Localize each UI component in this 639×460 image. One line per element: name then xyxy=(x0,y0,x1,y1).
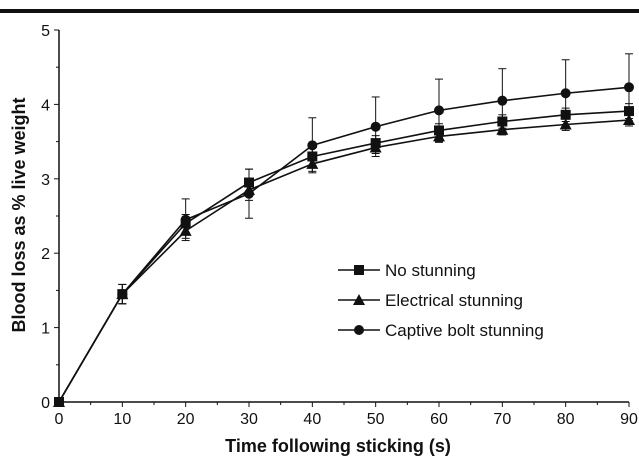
x-tick-label: 80 xyxy=(557,411,575,428)
data-point xyxy=(244,188,254,199)
y-tick-label: 1 xyxy=(41,321,50,338)
series-layer xyxy=(53,53,635,407)
data-point xyxy=(497,95,508,106)
y-axis-title: Blood loss as % live weight xyxy=(9,97,29,332)
legend-marker xyxy=(354,325,364,335)
y-tick-label: 2 xyxy=(41,246,50,263)
legend-label: No stunning xyxy=(385,261,476,280)
data-point xyxy=(370,121,381,132)
x-tick-label: 20 xyxy=(177,411,195,428)
series-line xyxy=(58,110,630,403)
series-square xyxy=(54,103,634,407)
legend-label: Electrical stunning xyxy=(385,291,523,310)
x-tick-label: 90 xyxy=(620,411,638,428)
data-point xyxy=(434,105,444,116)
series-triangle xyxy=(53,113,635,407)
legend-label: Captive bolt stunning xyxy=(385,321,544,340)
legend-item: No stunning xyxy=(338,261,476,280)
series-line xyxy=(58,119,630,403)
y-tick-label: 3 xyxy=(41,172,50,189)
data-point xyxy=(54,397,64,407)
x-tick-label: 40 xyxy=(303,411,321,428)
legend: No stunning Electrical stunning Captive bo… xyxy=(338,261,544,340)
data-point xyxy=(307,140,318,151)
data-point xyxy=(560,88,571,99)
y-tick-label: 4 xyxy=(41,97,50,114)
series-circle xyxy=(54,53,634,407)
x-tick-label: 10 xyxy=(113,411,131,428)
legend-item: Captive bolt stunning xyxy=(338,321,544,340)
x-tick-label: 60 xyxy=(430,411,448,428)
x-axis-title: Time following sticking (s) xyxy=(225,436,451,456)
y-tick-label: 5 xyxy=(41,23,50,40)
data-point xyxy=(117,289,128,300)
legend-marker xyxy=(354,265,364,275)
x-tick-label: 50 xyxy=(367,411,385,428)
legend-marker xyxy=(353,294,365,305)
y-tick-label: 0 xyxy=(41,395,50,412)
x-tick-label: 0 xyxy=(55,411,64,428)
x-tick-label: 70 xyxy=(493,411,511,428)
data-point xyxy=(624,82,634,93)
data-point xyxy=(180,214,191,225)
series-line xyxy=(58,86,630,403)
x-tick-label: 30 xyxy=(240,411,258,428)
legend-item: Electrical stunning xyxy=(338,291,523,310)
